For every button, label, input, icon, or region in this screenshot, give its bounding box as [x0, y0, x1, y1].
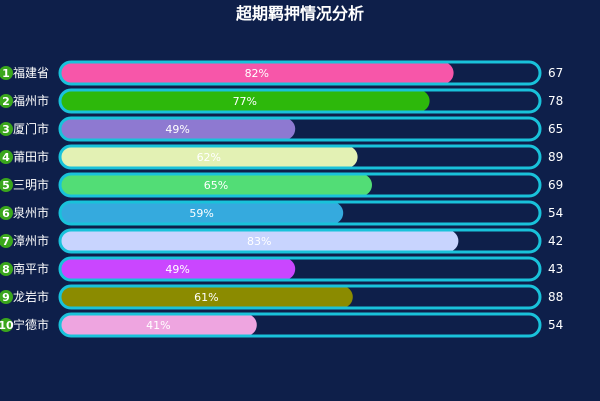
- value-label: 42: [548, 234, 563, 248]
- category-label: 漳州市: [13, 233, 49, 248]
- bar: [60, 230, 459, 252]
- rank-badge: [0, 318, 13, 332]
- bar: [60, 202, 344, 224]
- category-label: 宁德市: [13, 317, 49, 332]
- value-label: 65: [548, 122, 563, 136]
- bar: [60, 258, 296, 280]
- chart-rows: 1 福建省 82% 672 福州市 77% 783 厦门市 49% 654 莆田市 62% 895 三明市…: [0, 60, 563, 338]
- percent-label: 49%: [165, 263, 189, 276]
- bar-track: [58, 284, 542, 310]
- value-label: 54: [548, 318, 563, 332]
- bar: [60, 314, 257, 336]
- bar-track: [58, 172, 542, 198]
- bar-track: [58, 88, 542, 114]
- bar-track: [58, 312, 542, 338]
- rank-label: 5: [2, 179, 10, 192]
- percent-label: 59%: [189, 207, 213, 220]
- bar-track: [58, 256, 542, 282]
- rank-label: 8: [2, 263, 10, 276]
- bar: [60, 174, 372, 196]
- rank-label: 4: [2, 151, 10, 164]
- value-label: 54: [548, 206, 563, 220]
- rank-label: 10: [0, 319, 14, 332]
- bar: [60, 146, 358, 168]
- value-label: 43: [548, 262, 563, 276]
- rank-badge: [0, 262, 13, 276]
- category-label: 福建省: [13, 65, 49, 80]
- bar: [60, 62, 454, 84]
- rank-badge: [0, 150, 13, 164]
- rank-label: 3: [2, 123, 10, 136]
- bar-track: [58, 116, 542, 142]
- value-label: 78: [548, 94, 563, 108]
- value-label: 89: [548, 150, 563, 164]
- value-label: 67: [548, 66, 563, 80]
- bar: [60, 90, 430, 112]
- percent-label: 49%: [165, 123, 189, 136]
- bar-track: [58, 200, 542, 226]
- rank-badge: [0, 94, 13, 108]
- rank-badge: [0, 234, 13, 248]
- category-label: 三明市: [13, 177, 49, 192]
- percent-label: 41%: [146, 319, 170, 332]
- percent-label: 82%: [245, 67, 269, 80]
- rank-badge: [0, 290, 13, 304]
- percent-label: 62%: [197, 151, 221, 164]
- percent-label: 65%: [204, 179, 228, 192]
- category-label: 泉州市: [13, 205, 49, 220]
- rank-label: 6: [2, 207, 10, 220]
- percent-label: 83%: [247, 235, 271, 248]
- rank-label: 7: [2, 235, 10, 248]
- bar-track: [58, 144, 542, 170]
- percent-label: 77%: [233, 95, 257, 108]
- category-label: 厦门市: [13, 121, 49, 136]
- rank-label: 2: [2, 95, 10, 108]
- rank-badge: [0, 122, 13, 136]
- value-label: 88: [548, 290, 563, 304]
- bar-track: [58, 228, 542, 254]
- category-label: 龙岩市: [13, 289, 49, 304]
- category-label: 南平市: [13, 261, 49, 276]
- bar-track: [58, 60, 542, 86]
- rank-badge: [0, 206, 13, 220]
- percent-label: 61%: [194, 291, 218, 304]
- category-label: 福州市: [13, 93, 49, 108]
- rank-label: 9: [2, 291, 10, 304]
- rank-label: 1: [2, 67, 10, 80]
- rank-badge: [0, 178, 13, 192]
- bar: [60, 286, 353, 308]
- value-label: 69: [548, 178, 563, 192]
- chart-title: 超期羁押情况分析: [235, 4, 364, 23]
- category-label: 莆田市: [13, 149, 49, 164]
- bar: [60, 118, 296, 140]
- rank-badge: [0, 66, 13, 80]
